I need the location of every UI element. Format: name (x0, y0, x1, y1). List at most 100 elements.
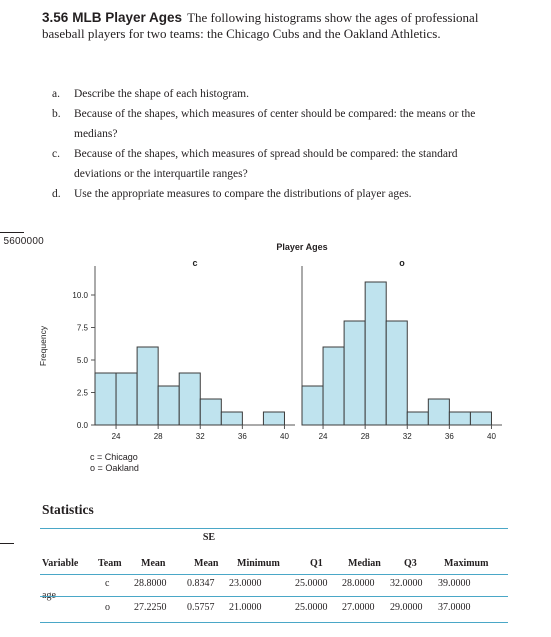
edge-number: ) 5600000 (0, 236, 44, 247)
histogram-bar (427, 398, 450, 426)
y-axis-label: Frequency (38, 325, 48, 366)
legend-label: Chicago (104, 452, 138, 462)
histogram-bar (220, 411, 243, 426)
table-rule (40, 528, 508, 529)
problem-number: 3.56 (42, 10, 69, 25)
table-rule (40, 622, 508, 623)
legend-dash: = (97, 463, 103, 473)
y-tick-label: 0.0 (77, 421, 89, 430)
panel-label: o (399, 258, 405, 268)
table-rule (40, 574, 508, 575)
cell-team: c (105, 578, 110, 589)
part-text: Describe the shape of each histogram. (74, 88, 249, 100)
panel-label: c (192, 258, 197, 268)
histogram-bar (301, 385, 324, 426)
cell-max: 39.0000 (438, 578, 471, 589)
y-tick-label: 7.5 (77, 324, 89, 333)
col-header: Median (348, 558, 381, 569)
part-a: a. Describe the shape of each histogram. (52, 84, 502, 104)
x-tick-label: 36 (445, 432, 454, 441)
edge-rule-bottom (0, 543, 14, 544)
histogram-bar (322, 346, 345, 426)
cell-min: 23.0000 (229, 578, 262, 589)
legend-entry-chicago: c = Chicago (90, 452, 139, 463)
statistics-heading: Statistics (42, 502, 94, 517)
part-text: Use the appropriate measures to compare … (74, 188, 412, 200)
variable-cell: age (42, 590, 56, 601)
col-header: Maximum (444, 558, 489, 569)
y-tick-label: 2.5 (77, 389, 89, 398)
part-label: c. (52, 148, 60, 160)
histogram-bar (385, 320, 408, 426)
col-header: Variable (42, 558, 79, 569)
histogram-bar (94, 372, 117, 426)
legend-entry-oakland: o = Oakland (90, 463, 139, 474)
part-c: c. Because of the shapes, which measures… (52, 144, 502, 184)
x-tick-label: 32 (403, 432, 412, 441)
histogram-bar (115, 372, 138, 426)
problem-body: The following histograms show the ages o… (42, 10, 479, 41)
part-b: b. Because of the shapes, which measures… (52, 104, 502, 144)
part-d: d. Use the appropriate measures to compa… (52, 184, 502, 204)
cell-se: 0.5757 (187, 602, 215, 613)
cell-q1: 25.0000 (295, 578, 328, 589)
table-row: o 27.2250 0.5757 21.0000 25.0000 27.0000… (40, 602, 508, 616)
histogram-bar (157, 385, 180, 426)
edge-rule-top (0, 232, 24, 233)
x-tick-label: 24 (112, 432, 121, 441)
part-text: Because of the shapes, which measures of… (74, 108, 476, 140)
cell-team: o (105, 602, 110, 613)
problem-parts: a. Describe the shape of each histogram.… (52, 84, 502, 204)
histogram-bar (448, 411, 471, 426)
chart-legend: c = Chicago o = Oakland (90, 452, 139, 474)
x-tick-label: 28 (154, 432, 163, 441)
legend-label: Oakland (105, 463, 139, 473)
cell-median: 27.0000 (342, 602, 375, 613)
col-header-se: SE (202, 532, 216, 543)
col-header: Mean (194, 558, 219, 569)
col-header: Team (98, 558, 122, 569)
cell-max: 37.0000 (438, 602, 471, 613)
y-tick-label: 10.0 (72, 291, 88, 300)
histogram-bar (136, 346, 159, 426)
problem-head: 3.56 MLB Player Ages The following histogr… (42, 10, 512, 42)
x-tick-label: 28 (361, 432, 370, 441)
part-label: b. (52, 108, 61, 120)
y-tick-label: 5.0 (77, 356, 89, 365)
x-tick-label: 24 (319, 432, 328, 441)
cell-min: 21.0000 (229, 602, 262, 613)
histogram-bar (469, 411, 492, 426)
histogram-bar (343, 320, 366, 426)
x-tick-label: 40 (280, 432, 289, 441)
x-tick-label: 36 (238, 432, 247, 441)
cell-q3: 29.0000 (390, 602, 423, 613)
part-label: d. (52, 188, 61, 200)
chart-title: Player Ages (276, 242, 328, 252)
x-tick-label: 40 (487, 432, 496, 441)
cell-q3: 32.0000 (390, 578, 423, 589)
histogram-bar (199, 398, 222, 426)
table-rule (40, 596, 508, 597)
col-header: Minimum (237, 558, 280, 569)
histogram-bar (364, 281, 387, 426)
x-tick-label: 32 (196, 432, 205, 441)
legend-key: o (90, 463, 96, 473)
legend-key: c (90, 452, 95, 462)
cell-mean: 28.8000 (134, 578, 167, 589)
histogram-bar (406, 411, 429, 426)
table-row: c 28.8000 0.8347 23.0000 25.0000 28.0000… (40, 578, 508, 592)
histogram-bar (262, 411, 285, 426)
legend-dash: = (97, 452, 103, 462)
problem-title: MLB Player Ages (72, 10, 183, 25)
problem-statement: 3.56 MLB Player Ages The following histogr… (42, 10, 512, 42)
cell-q1: 25.0000 (295, 602, 328, 613)
table-header-row: Variable Team Mean Mean Minimum Q1 Media… (40, 558, 508, 572)
part-label: a. (52, 88, 60, 100)
cell-se: 0.8347 (187, 578, 215, 589)
histogram-bar (178, 372, 201, 426)
part-text: Because of the shapes, which measures of… (74, 148, 458, 180)
cell-median: 28.0000 (342, 578, 375, 589)
cell-mean: 27.2250 (134, 602, 167, 613)
col-header: Mean (141, 558, 166, 569)
